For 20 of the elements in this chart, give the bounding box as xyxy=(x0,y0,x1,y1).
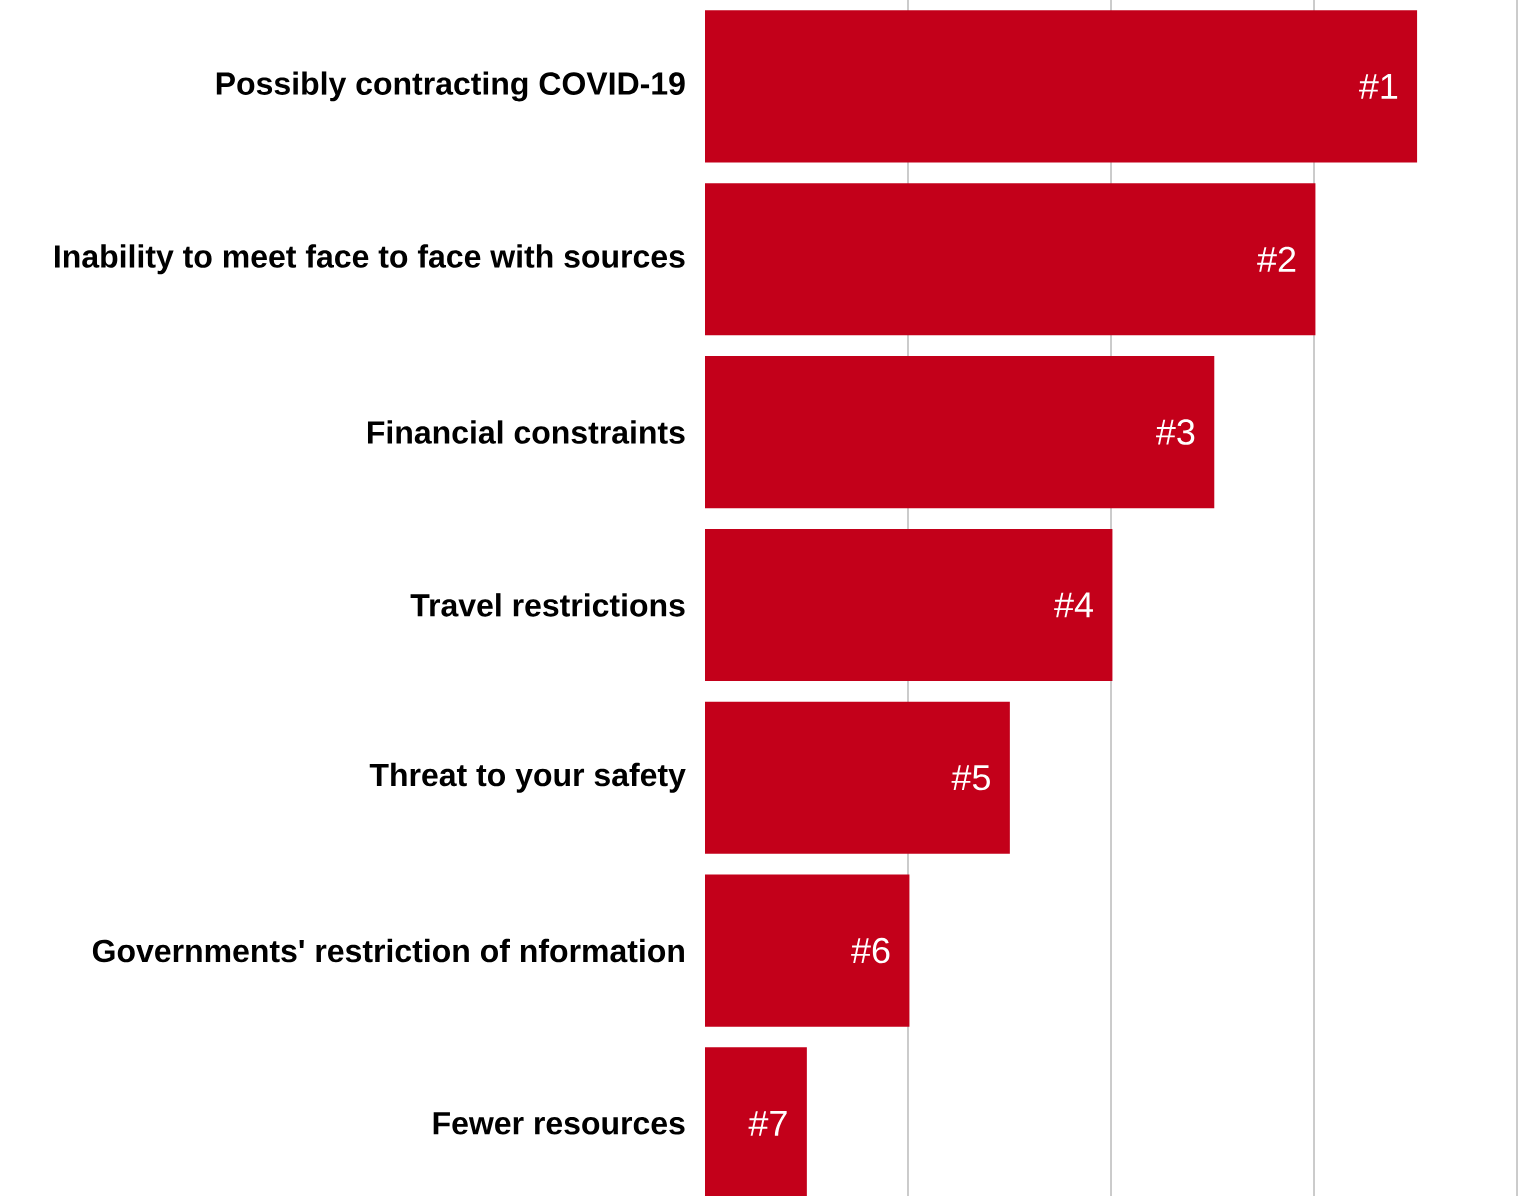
bar xyxy=(705,356,1215,509)
annotation: #4 xyxy=(1054,592,1093,618)
y-tick-label: Financial constraints xyxy=(367,420,685,444)
annotation: #6 xyxy=(851,937,890,964)
y-tick-label: Inability to meet face to face with sources xyxy=(55,244,685,275)
bar xyxy=(705,701,1010,854)
annotation: #1 xyxy=(1359,74,1398,99)
annotation: #5 xyxy=(951,765,990,791)
annotation: #3 xyxy=(1156,419,1195,445)
y-tick-label: Travel restrictions xyxy=(410,593,685,617)
bar xyxy=(705,183,1316,336)
y-tick-label: Possibly contracting COVID-19 xyxy=(216,71,685,102)
y-tick-label: Fewer resources xyxy=(433,1112,685,1135)
bar xyxy=(705,528,1113,681)
bar xyxy=(705,10,1418,163)
annotation: #2 xyxy=(1257,246,1296,272)
y-tick-label: Threat to your safety xyxy=(369,762,686,793)
bar xyxy=(705,874,910,1027)
y-tick-label: Governments' restriction of nformation xyxy=(92,938,684,963)
annotation: #7 xyxy=(748,1111,787,1136)
